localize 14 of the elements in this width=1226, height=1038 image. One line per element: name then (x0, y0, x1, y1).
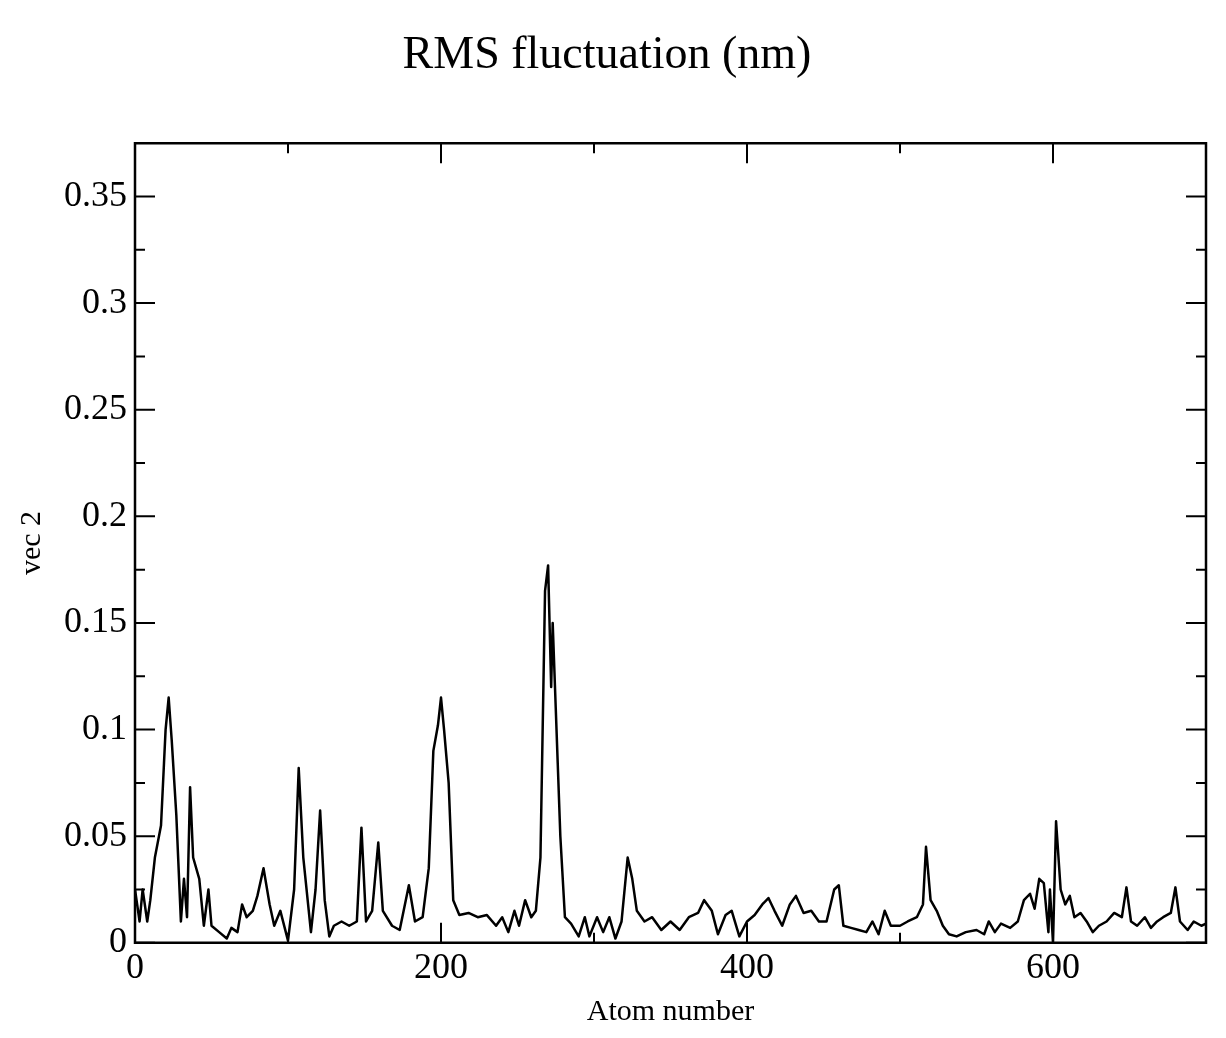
y-tick-label: 0.1 (82, 707, 127, 748)
y-tick-label: 0.3 (82, 280, 127, 321)
y-tick-label: 0.15 (64, 600, 127, 641)
x-tick-label: 600 (1026, 945, 1080, 986)
y-tick-label: 0.35 (64, 173, 127, 214)
y-tick-label: 0 (109, 920, 127, 961)
chart-title: RMS fluctuation (nm) (402, 26, 812, 78)
y-tick-label: 0.25 (64, 387, 127, 428)
y-tick-label: 0.2 (82, 493, 127, 534)
y-tick-label: 0.05 (64, 813, 127, 854)
y-axis-title: vec 2 (12, 510, 46, 576)
x-tick-label: 200 (414, 945, 468, 986)
x-tick-label: 400 (720, 945, 774, 986)
x-axis-title: Atom number (586, 992, 755, 1026)
